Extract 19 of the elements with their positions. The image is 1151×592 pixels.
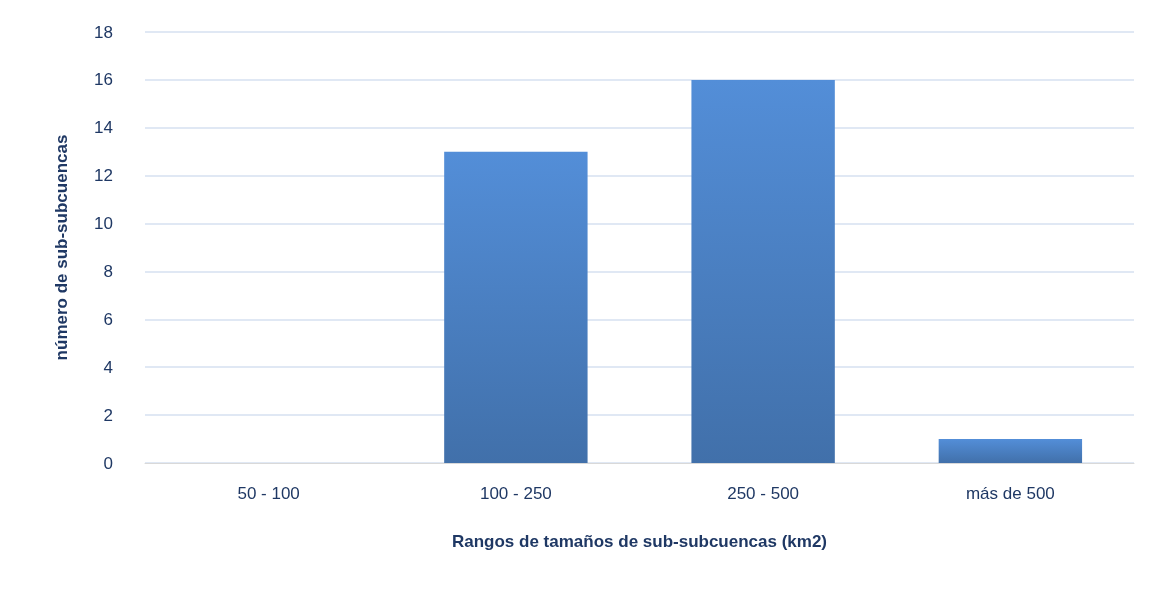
y-tick-label: 16 <box>94 70 113 90</box>
y-tick-label: 8 <box>103 261 113 281</box>
y-tick-label: 10 <box>94 214 113 234</box>
x-axis-title: Rangos de tamaños de sub-subcuencas (km2) <box>451 532 828 551</box>
x-tick-label: 100 - 250 <box>479 484 552 503</box>
y-tick-label: 14 <box>94 118 113 138</box>
x-tick-label: 50 - 100 <box>237 484 300 503</box>
y-tick-label: 4 <box>103 357 113 377</box>
bar <box>938 439 1083 463</box>
bar <box>444 151 588 463</box>
bar <box>691 79 835 463</box>
y-tick-label: 18 <box>94 22 113 42</box>
x-tick-label: más de 500 <box>965 484 1055 503</box>
y-tick-label: 0 <box>103 453 113 473</box>
y-axis-title: número de sub-subcuencas <box>52 134 71 361</box>
y-tick-label: 2 <box>103 405 113 425</box>
y-tick-label: 12 <box>94 166 113 186</box>
y-tick-label: 6 <box>103 309 113 329</box>
x-tick-label: 250 - 500 <box>727 484 800 503</box>
